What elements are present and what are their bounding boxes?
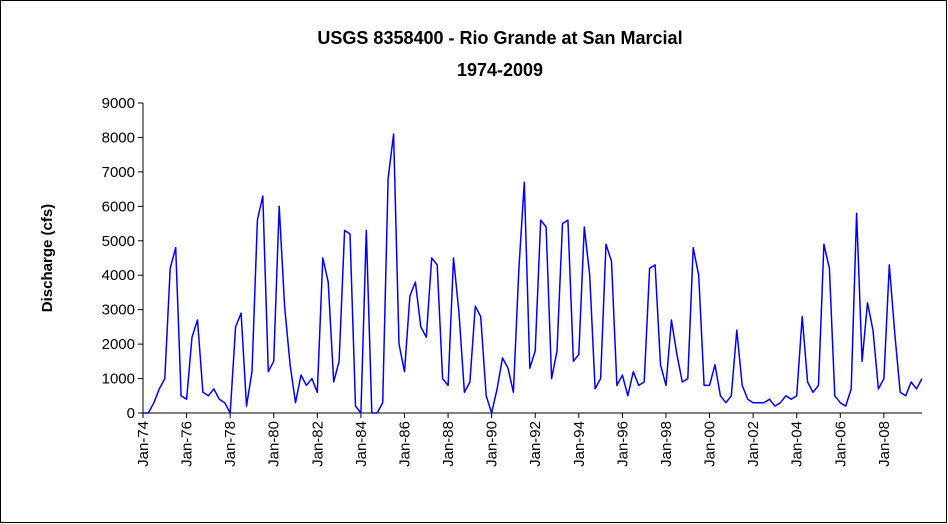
x-tick-label: Jan-04 [789, 421, 806, 467]
y-tick-label: 5000 [102, 233, 135, 250]
x-tick-label: Jan-82 [309, 421, 326, 467]
x-tick-label: Jan-84 [353, 421, 370, 467]
x-tick-label: Jan-00 [702, 421, 719, 467]
y-tick-label: 2000 [102, 336, 135, 353]
x-tick-label: Jan-96 [614, 421, 631, 467]
y-tick-label: 7000 [102, 164, 135, 181]
y-tick-label: 3000 [102, 302, 135, 319]
x-tick-label: Jan-80 [266, 421, 283, 467]
x-tick-label: Jan-94 [571, 421, 588, 467]
x-tick-label: Jan-76 [179, 421, 196, 467]
y-axis-title: Discharge (cfs) [39, 204, 56, 312]
y-tick-label: 0 [127, 405, 135, 422]
y-tick-label: 1000 [102, 371, 135, 388]
y-tick-label: 8000 [102, 129, 135, 146]
y-tick-label: 9000 [102, 95, 135, 112]
x-tick-label: Jan-02 [745, 421, 762, 467]
x-tick-label: Jan-90 [484, 421, 501, 467]
chart-title: USGS 8358400 - Rio Grande at San Marcial [317, 28, 682, 48]
chart-subtitle: 1974-2009 [457, 60, 543, 80]
x-tick-label: Jan-92 [527, 421, 544, 467]
x-tick-label: Jan-74 [135, 421, 152, 467]
x-tick-label: Jan-98 [658, 421, 675, 467]
x-tick-label: Jan-86 [396, 421, 413, 467]
x-tick-label: Jan-08 [876, 421, 893, 467]
y-tick-label: 6000 [102, 198, 135, 215]
data-line [143, 133, 923, 414]
y-tick-label: 4000 [102, 267, 135, 284]
x-tick-label: Jan-88 [440, 421, 457, 467]
x-tick-label: Jan-78 [222, 421, 239, 467]
x-tick-label: Jan-06 [832, 421, 849, 467]
